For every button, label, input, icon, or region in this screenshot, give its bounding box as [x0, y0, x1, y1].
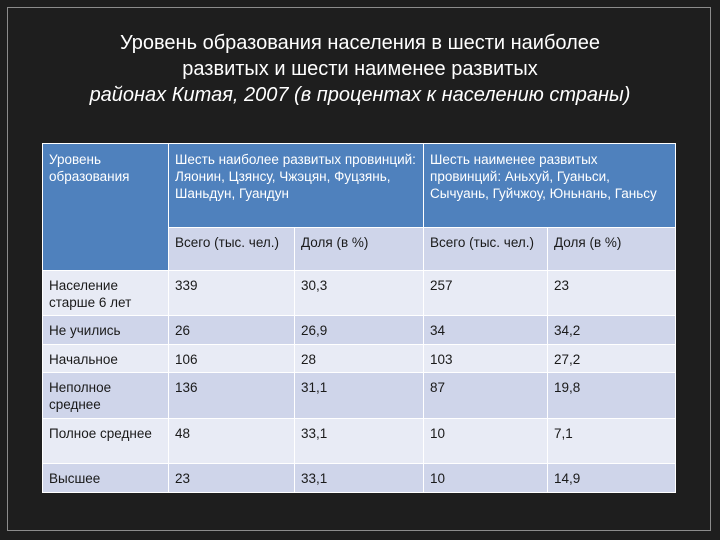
cell-total-least: 10 — [423, 463, 549, 493]
cell-share-most: 33,1 — [293, 418, 425, 464]
subheader-share-least: Доля (в %) — [547, 227, 677, 271]
table-row: Полное среднее 48 33,1 10 7,1 — [42, 418, 677, 464]
cell-total-most: 339 — [168, 270, 295, 316]
cell-total-most: 106 — [168, 344, 295, 373]
cell-share-least: 23 — [547, 270, 677, 316]
cell-total-most: 26 — [168, 315, 295, 345]
cell-share-most: 26,9 — [293, 315, 425, 345]
table-header-row: Уровень образования Шесть наиболее разви… — [42, 143, 677, 271]
cell-total-least: 103 — [423, 344, 549, 373]
table-subheader-row: Всего (тыс. чел.) Доля (в %) Всего (тыс.… — [43, 227, 677, 271]
table-row: Не учились 26 26,9 34 34,2 — [42, 315, 677, 345]
row-label: Полное среднее — [42, 418, 169, 464]
cell-total-least: 10 — [423, 418, 549, 464]
table-row: Неполное среднее 136 31,1 87 19,8 — [42, 372, 677, 419]
cell-share-least: 34,2 — [547, 315, 677, 345]
cell-total-least: 87 — [423, 372, 549, 419]
table-row: Население старше 6 лет 339 30,3 257 23 — [42, 270, 677, 316]
header-least-developed: Шесть наименее развитых провинций: Аньху… — [423, 143, 677, 228]
subheader-share-most: Доля (в %) — [293, 227, 425, 271]
cell-share-least: 14,9 — [547, 463, 677, 493]
header-corner-education-level: Уровень образования — [42, 143, 169, 271]
cell-share-least: 27,2 — [547, 344, 677, 373]
title-line-3: районах Китая, 2007 (в процентах к насел… — [89, 84, 631, 106]
title-line-2: развитых и шести наименее развитых — [182, 58, 538, 80]
row-label: Не учились — [42, 315, 169, 345]
row-label: Высшее — [42, 463, 169, 493]
slide-frame — [7, 7, 711, 531]
subheader-total-most: Всего (тыс. чел.) — [168, 227, 295, 271]
cell-total-most: 23 — [168, 463, 295, 493]
row-label: Начальное — [42, 344, 169, 373]
cell-share-most: 31,1 — [293, 372, 425, 419]
header-most-developed: Шесть наиболее развитых провинций: Ляони… — [167, 143, 425, 228]
title-line-1: Уровень образования населения в шести на… — [119, 32, 601, 54]
row-label: Неполное среднее — [42, 372, 169, 419]
slide-title: Уровень образования населения в шести на… — [20, 30, 700, 108]
cell-total-most: 48 — [168, 418, 295, 464]
subheader-total-least: Всего (тыс. чел.) — [423, 227, 549, 271]
cell-share-most: 28 — [293, 344, 425, 373]
row-label: Население старше 6 лет — [42, 270, 169, 316]
education-table: Уровень образования Шесть наиболее разви… — [42, 143, 677, 493]
cell-share-least: 7,1 — [547, 418, 677, 464]
cell-share-most: 33,1 — [293, 463, 425, 493]
cell-total-most: 136 — [168, 372, 295, 419]
cell-total-least: 257 — [423, 270, 549, 316]
table-row: Высшее 23 33,1 10 14,9 — [42, 463, 677, 493]
cell-total-least: 34 — [423, 315, 549, 345]
cell-share-least: 19,8 — [547, 372, 677, 419]
cell-share-most: 30,3 — [293, 270, 425, 316]
table-row: Начальное 106 28 103 27,2 — [42, 344, 677, 373]
